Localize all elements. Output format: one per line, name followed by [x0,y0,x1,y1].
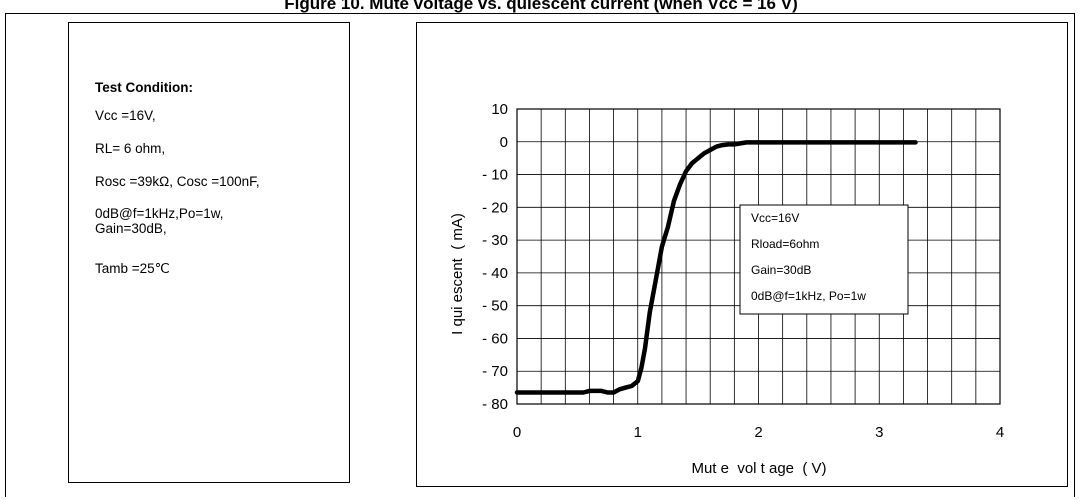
x-tick-label: 2 [754,424,762,441]
legend-entry: Vcc=16V [751,211,799,225]
figure-frame [5,13,1075,497]
test-condition-box: Test Condition: Vcc =16V, RL= 6 ohm, Ros… [68,22,350,483]
y-tick-label: - 80 [482,396,508,413]
x-tick-label: 0 [513,424,521,441]
y-tick-label: - 10 [482,167,508,184]
legend-box [739,204,909,315]
legend-entry: Rload=6ohm [751,237,819,251]
y-tick-label: 10 [491,101,508,118]
x-axis-title: Mut e vol t age ( V) [691,460,826,477]
x-tick-label: 1 [634,424,642,441]
y-tick-label: 0 [500,134,508,151]
condition-rl: RL= 6 ohm, [95,141,166,156]
legend-entry: 0dB@f=1kHz, Po=1w [751,289,866,303]
x-tick-label: 3 [875,424,883,441]
y-tick-labels: 10 0 - 10 - 20 - 30 - 40 - 50 - 60 - 70 - 80 [482,101,508,413]
chart-box [416,22,1068,487]
page-title: Figure 10. Mute voltage vs. quiescent cu… [284,0,798,13]
condition-rosc-cosc: Rosc =39kΩ, Cosc =100nF, [95,174,260,189]
series-line [514,140,918,395]
condition-tamb: Tamb =25℃ [95,261,170,276]
y-tick-label: - 30 [482,232,508,249]
condition-signal-gain: 0dB@f=1kHz,Po=1w, Gain=30dB, [95,206,224,236]
y-axis-title: I qui escent ( mA) [449,213,466,335]
y-tick-label: - 70 [482,363,508,380]
x-tick-label: 4 [996,424,1004,441]
y-tick-label: - 40 [482,265,508,282]
chart-legend: Vcc=16V Rload=6ohm Gain=30dB 0dB@f=1kHz, Po… [739,204,909,315]
x-tick-labels: 0 1 2 3 4 [513,424,1004,441]
y-tick-label: - 20 [482,199,508,216]
condition-vcc: Vcc =16V, [95,108,156,123]
y-tick-label: - 50 [482,298,508,315]
legend-entry: Gain=30dB [751,263,811,277]
y-tick-label: - 60 [482,330,508,347]
test-condition-title: Test Condition: [95,80,193,95]
